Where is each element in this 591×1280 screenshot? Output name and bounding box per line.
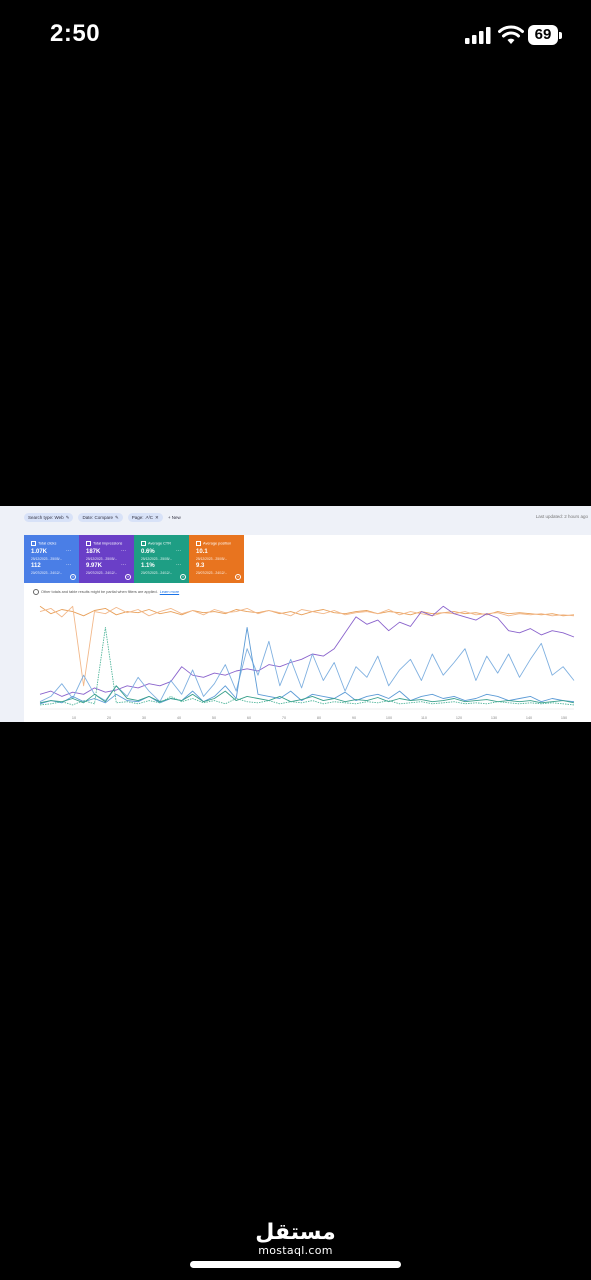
help-icon[interactable]: ? bbox=[235, 574, 241, 580]
metric-date: 25/12/2023 - 25/05/... bbox=[86, 557, 118, 561]
series-line-3 bbox=[39, 640, 575, 703]
last-updated: Last updated: 2 hours ago bbox=[535, 514, 588, 519]
home-indicator[interactable] bbox=[190, 1261, 401, 1268]
learn-more-link[interactable]: Learn more bbox=[159, 590, 180, 594]
metric-compare-date: 20/07/2023 - 24/12/... bbox=[141, 571, 173, 575]
metric-label: Average position bbox=[203, 541, 232, 546]
performance-chart: 10 20 30 40 50 60 70 80 90 100 110 120 130 140 150 bbox=[39, 605, 575, 720]
metric-date: 25/12/2023 - 25/05/... bbox=[31, 557, 63, 561]
metric-label: Total clicks bbox=[38, 541, 57, 546]
watermark: مستقل mostaql.com bbox=[0, 1222, 591, 1258]
x-tick-label: 70 bbox=[282, 716, 286, 720]
close-icon: ✕ bbox=[155, 514, 159, 520]
filter-chip-date[interactable]: Date: Compare ✎ bbox=[78, 512, 123, 522]
series-line-5 bbox=[39, 685, 575, 704]
watermark-arabic: مستقل bbox=[255, 1220, 336, 1245]
help-icon[interactable]: ? bbox=[125, 574, 131, 580]
series-line-0 bbox=[39, 605, 575, 617]
x-tick-label: 30 bbox=[142, 716, 146, 720]
wifi-icon bbox=[498, 25, 524, 44]
checkbox-icon bbox=[86, 541, 91, 546]
watermark-latin: mostaql.com bbox=[258, 1244, 333, 1257]
x-tick-label: 120 bbox=[456, 716, 462, 720]
filter-chip-page[interactable]: Page: ↗/C ✕ bbox=[127, 512, 163, 522]
metric-compare-value: 1.1% bbox=[141, 563, 155, 569]
x-tick-label: 10 bbox=[72, 716, 76, 720]
notice-text: Other totals and table results might be … bbox=[41, 590, 158, 594]
filter-chip-label: Search type: Web bbox=[28, 514, 64, 520]
x-tick-label: 90 bbox=[352, 716, 356, 720]
x-tick-label: 20 bbox=[107, 716, 111, 720]
status-time: 2:50 bbox=[50, 20, 101, 47]
filter-chip-label: Date: Compare bbox=[82, 514, 113, 520]
metric-value: 1.07K bbox=[31, 549, 48, 555]
metric-date: 25/12/2023 - 25/05/... bbox=[196, 557, 228, 561]
battery-level: 69 bbox=[528, 25, 558, 45]
x-tick-label: 60 bbox=[247, 716, 251, 720]
metric-card-ctr[interactable]: Average CTR 0.6% ··· 25/12/2023 - 25/05/… bbox=[134, 535, 189, 583]
more-icon: ··· bbox=[176, 548, 181, 554]
series-line-2 bbox=[39, 605, 575, 697]
metric-label: Average CTR bbox=[148, 541, 171, 546]
x-tick-label: 150 bbox=[561, 716, 567, 720]
filter-chip-search-type[interactable]: Search type: Web ✎ bbox=[24, 512, 74, 522]
pencil-icon: ✎ bbox=[114, 514, 119, 520]
x-tick-label: 130 bbox=[491, 716, 497, 720]
metric-card-clicks[interactable]: Total clicks 1.07K ··· 25/12/2023 - 25/0… bbox=[24, 535, 79, 583]
info-icon bbox=[33, 589, 39, 595]
more-icon: ··· bbox=[176, 562, 181, 568]
series-line-4 bbox=[39, 627, 575, 705]
checkbox-icon bbox=[196, 541, 201, 546]
metric-compare-date: 20/07/2023 - 24/12/... bbox=[31, 571, 63, 575]
checkbox-icon bbox=[141, 541, 146, 546]
new-filter-button[interactable]: + New bbox=[168, 515, 181, 520]
series-line-6 bbox=[39, 627, 575, 706]
more-icon: ··· bbox=[66, 562, 71, 568]
search-console-screenshot: Search type: Web ✎ Date: Compare ✎ Page: ↗… bbox=[0, 506, 591, 722]
x-tick-label: 140 bbox=[526, 716, 532, 720]
metric-compare-value: 9.3 bbox=[196, 563, 205, 569]
performance-panel: Total clicks 1.07K ··· 25/12/2023 - 25/0… bbox=[24, 535, 591, 722]
help-icon[interactable]: ? bbox=[70, 574, 76, 580]
more-icon: ··· bbox=[121, 548, 126, 554]
more-icon: ··· bbox=[121, 562, 126, 568]
status-bar: 2:50 69 bbox=[0, 0, 591, 72]
series-line-1 bbox=[39, 605, 575, 687]
filter-bar: Search type: Web ✎ Date: Compare ✎ Page: ↗… bbox=[24, 512, 181, 522]
metric-value: 10.1 bbox=[196, 549, 208, 555]
more-icon: ··· bbox=[66, 548, 71, 554]
new-label: New bbox=[171, 514, 181, 520]
metric-label: Total impressions bbox=[93, 541, 123, 546]
metric-compare-value: 112 bbox=[31, 563, 41, 569]
metric-card-position[interactable]: Average position 10.1 25/12/2023 - 25/05… bbox=[189, 535, 244, 583]
pencil-icon: ✎ bbox=[65, 514, 70, 520]
metric-value: 187K bbox=[86, 549, 101, 555]
help-icon[interactable]: ? bbox=[180, 574, 186, 580]
x-tick-label: 50 bbox=[212, 716, 216, 720]
x-tick-label: 100 bbox=[386, 716, 392, 720]
x-tick-label: 40 bbox=[177, 716, 181, 720]
metric-date: 25/12/2023 - 25/05/... bbox=[141, 557, 173, 561]
cellular-signal-icon bbox=[465, 27, 491, 44]
metric-value: 0.6% bbox=[141, 549, 155, 555]
metric-compare-date: 20/07/2023 - 24/12/... bbox=[86, 571, 118, 575]
x-tick-label: 80 bbox=[317, 716, 321, 720]
plus-icon: + bbox=[167, 514, 171, 520]
metric-card-impressions[interactable]: Total impressions 187K ··· 25/12/2023 - … bbox=[79, 535, 134, 583]
x-tick-label: 110 bbox=[421, 716, 427, 720]
partial-results-notice: Other totals and table results might be … bbox=[33, 589, 179, 595]
checkbox-icon bbox=[31, 541, 36, 546]
metric-compare-value: 9.97K bbox=[86, 563, 103, 569]
battery-icon: 69 bbox=[528, 25, 562, 45]
metric-compare-date: 20/07/2023 - 24/12/... bbox=[196, 571, 228, 575]
filter-chip-label: Page: ↗/C bbox=[131, 514, 154, 520]
